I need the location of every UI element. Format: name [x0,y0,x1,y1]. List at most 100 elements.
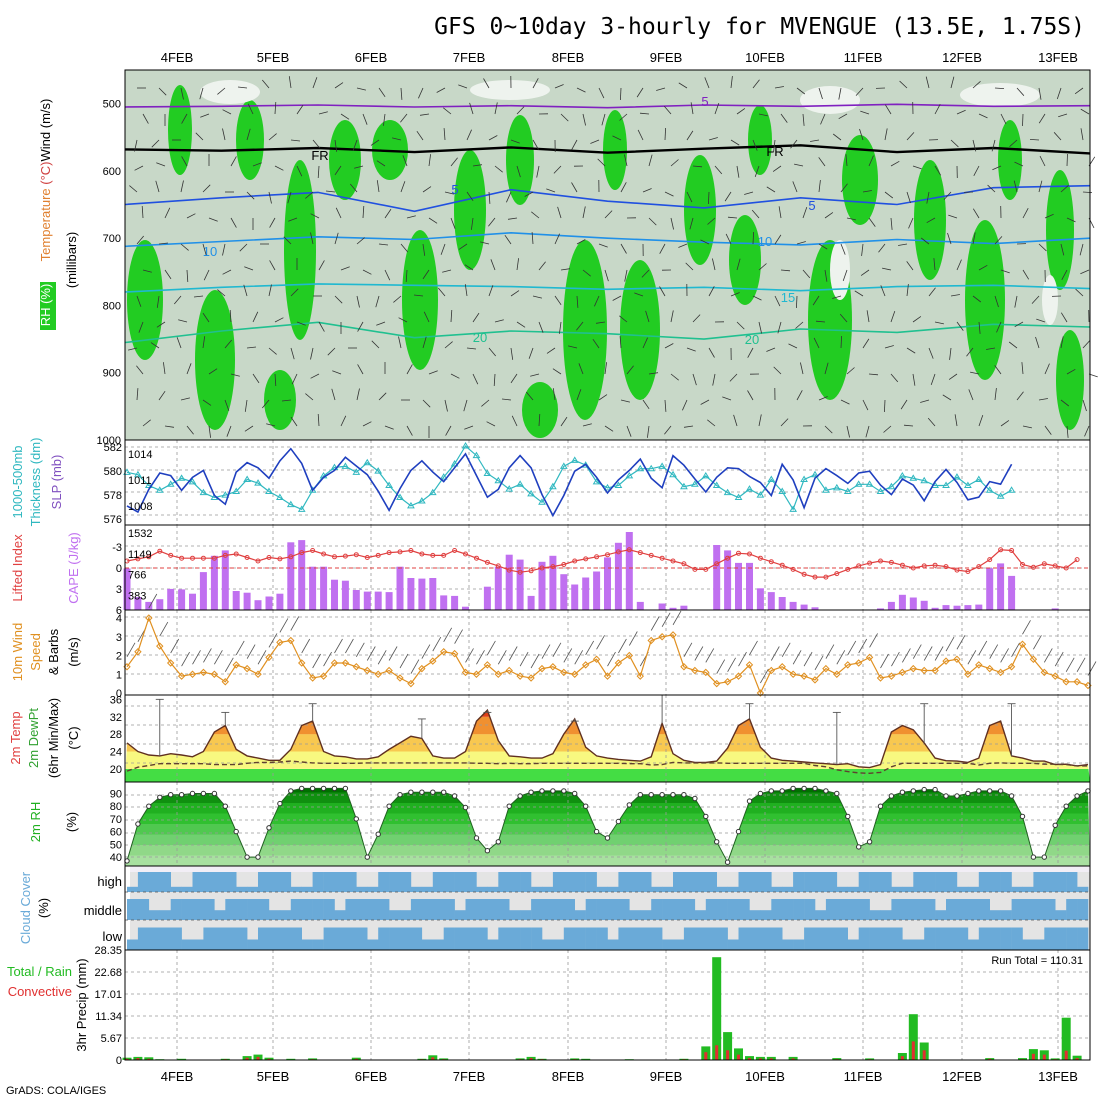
wind-barb [142,269,152,273]
wind-speed-point [450,649,459,658]
cloud-cell [258,899,270,920]
wind-barb [528,347,534,359]
isotherm-label: 5 [808,198,815,213]
wind-speed-point [909,664,917,673]
wind-barb [890,217,893,230]
wind-barb [912,316,922,323]
wind-speed-point [418,664,426,673]
wind-barb [554,233,560,245]
wind-barb [1044,425,1052,435]
wind-barb [538,413,541,427]
thickness-point [341,462,350,469]
wind-barb [714,165,723,175]
wind-speed-point [156,642,164,650]
wind-speed-point [942,657,950,665]
date-label-bottom: 13FEB [1038,1069,1078,1084]
wind-barb [128,347,138,351]
rh-point [779,788,785,794]
wind-axis-label: 10m Wind [10,623,25,682]
cloud-cell [629,927,641,950]
thickness-point [996,492,1005,499]
thickness-point [232,487,241,494]
wind-barb [780,269,791,272]
precip-total-bar [734,1048,743,1060]
thickness-point [559,462,568,469]
wind-barb [634,292,644,297]
cloud-cell [148,869,160,892]
wind-barb [181,113,188,124]
cloud-cell [137,869,150,892]
wind-barb [648,372,659,375]
wind-barb [288,76,292,89]
lifted-index-point [321,551,327,557]
precip-total-bar [712,957,722,1060]
wind-barb-10m [1000,648,1009,663]
wind-barb [730,292,740,297]
rh-point [648,792,654,798]
wind-barb-10m [727,657,736,672]
cloud-unit-label: (%) [36,898,51,918]
wind-barb [818,180,821,193]
wind-barb-10m [203,648,212,663]
thickness-point [407,501,415,509]
wind-barb [560,416,568,427]
wind-barb [642,399,650,410]
rh-moist-region [168,85,192,175]
isotherm-label: FR [766,144,783,159]
wind-barb-10m [530,653,540,669]
wind-barb [678,82,688,89]
cloud-cell [542,886,554,892]
wind-barb [1014,161,1024,167]
wind-barb-10m [377,650,387,665]
wind-barb [288,217,298,222]
cloud-cell [509,910,521,920]
wind-barb [708,286,715,297]
wind-barb [1082,340,1091,349]
thickness-point [483,469,492,477]
wind-barb [862,399,869,411]
cape-bar [429,578,437,610]
precip-axis-label: 3hr Precip (mm) [74,958,89,1051]
cloud-cell [225,899,237,920]
wind-barb [707,419,716,427]
cloud-cell [170,927,182,950]
wind-barb [246,191,255,200]
slp-tick: 1011 [128,475,152,487]
cape-bar [604,557,611,610]
cloud-cell [662,899,674,920]
wind-barb [992,165,1002,171]
rh-point [746,798,753,804]
rh-point [135,821,141,827]
wind-barb-10m [312,653,321,669]
wind-barb [645,310,650,323]
precip-total-bar [144,1057,154,1060]
thickness-point [920,476,929,484]
cloud-cell [683,869,696,892]
cloud-cell [159,910,171,920]
thickness-point [428,488,437,496]
wind-barb [700,239,710,245]
cloud-cell [673,939,685,950]
cloud-cell [1055,869,1067,892]
cloud-cell [487,939,499,950]
rh-point [200,790,207,797]
wind-barb-10m [246,644,256,659]
wind-barb-10m [366,646,376,661]
wind-barb [862,190,872,193]
wind-barb [471,217,474,230]
wind-barb [317,165,320,179]
cloud-cell [946,899,958,920]
wind-barb [683,425,694,428]
cloud-cell [465,899,477,920]
cloud-cell [651,886,663,892]
cloud-cell [345,899,357,920]
pressure-tick: 700 [103,233,121,245]
rh-point [768,788,774,794]
lifted-index-point [779,562,785,568]
wind-barb-10m [880,653,889,669]
cloud-cell [432,899,444,920]
cloud-cell [869,869,881,892]
cloud-cell [509,927,521,950]
lifted-index-point [1063,565,1069,571]
rh-moist-region [563,240,607,420]
